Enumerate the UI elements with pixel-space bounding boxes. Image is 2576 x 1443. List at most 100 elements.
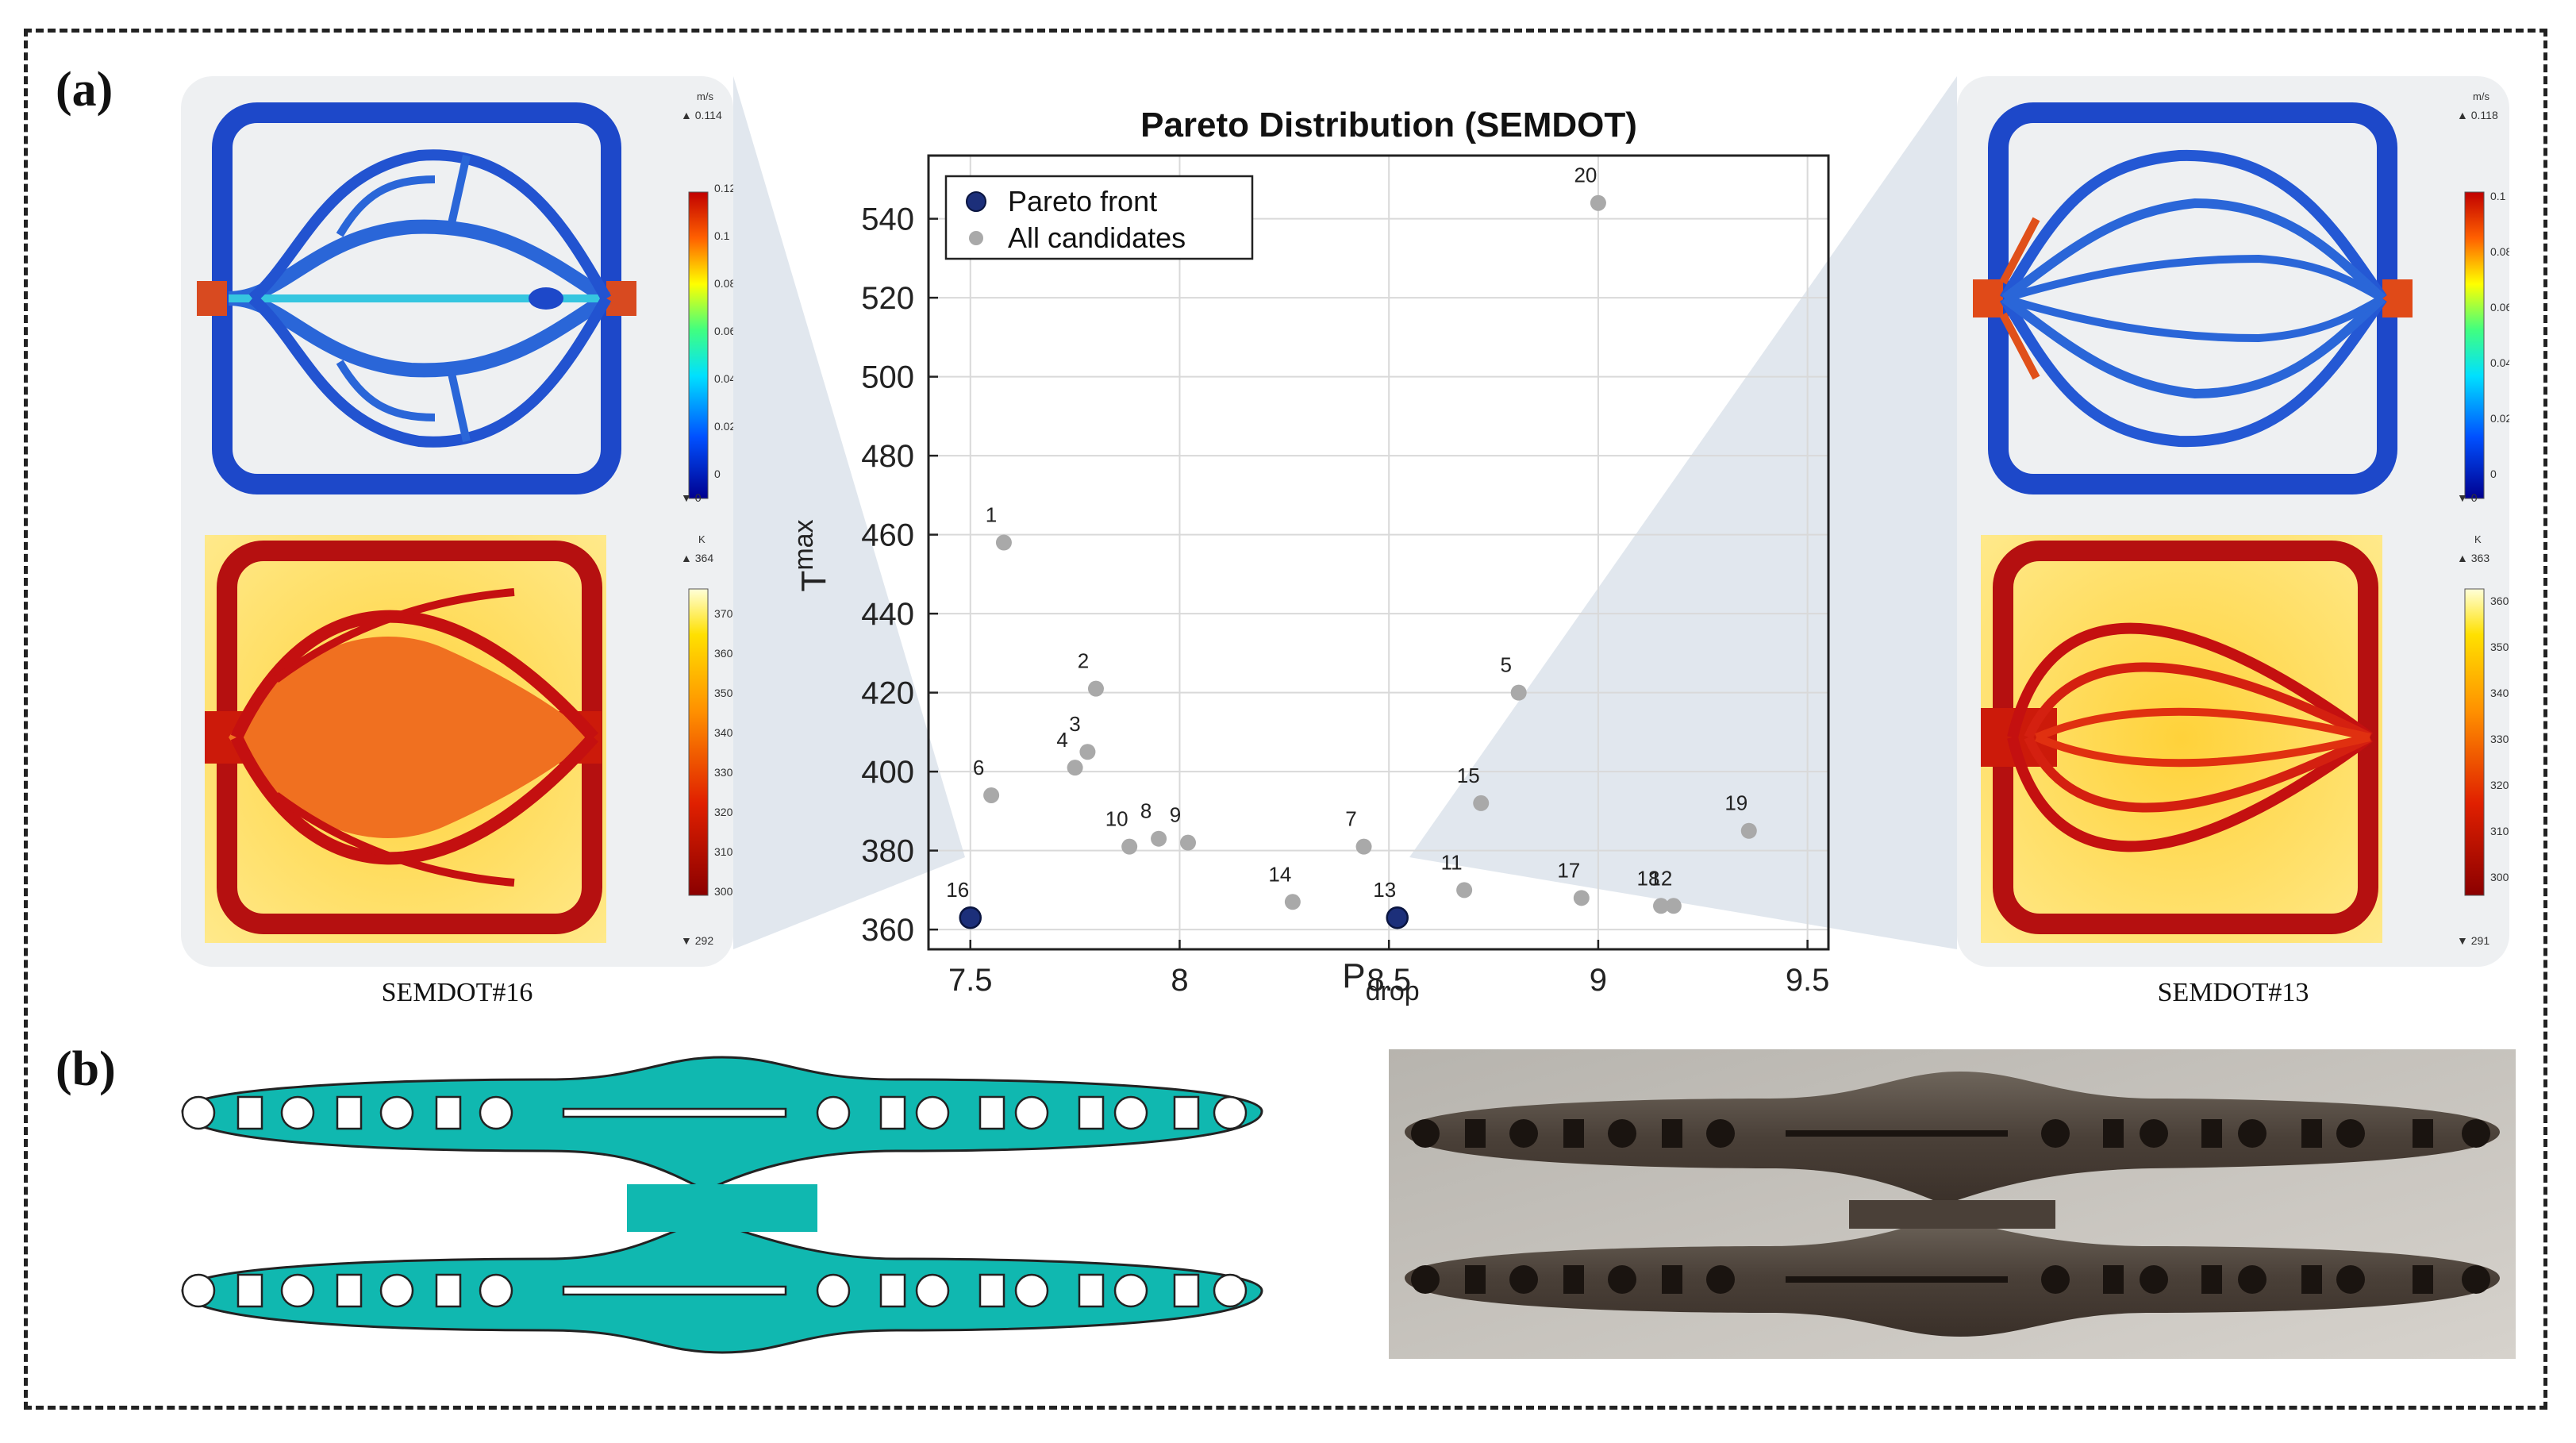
velocity-field-map	[197, 102, 636, 494]
y-axis-label: Tmax	[789, 519, 833, 591]
point-label: 16	[946, 878, 969, 902]
candidate-point	[1510, 684, 1527, 701]
temperature-min: ▼ 291	[2457, 934, 2489, 947]
candidate-point	[1456, 882, 1473, 899]
x-tick-label: 7.5	[948, 963, 993, 998]
velocity-tick: 0.04	[714, 372, 733, 385]
velocity-field-map	[1973, 102, 2413, 494]
point-label: 14	[1268, 862, 1291, 886]
candidate-point	[983, 787, 1000, 803]
left-simulation-graphics: m/s ▲ 0.114 ▼ 0 0.12 0.1 0.08 0.06 0.04 …	[197, 90, 736, 947]
figure-frame	[24, 29, 2547, 1410]
pareto-point	[1386, 906, 1409, 929]
left-simulation-panel: m/s ▲ 0.114 ▼ 0 0.12 0.1 0.08 0.06 0.04 …	[181, 76, 736, 967]
velocity-tick: 0.06	[714, 325, 733, 337]
temperature-unit: K	[2474, 533, 2482, 545]
point-label: 12	[1649, 866, 1672, 890]
legend-pareto-label: Pareto front	[1008, 185, 1157, 217]
velocity-tick: 0.08	[2490, 245, 2509, 258]
velocity-tick: 0	[714, 468, 721, 480]
y-tick-label: 360	[861, 913, 914, 948]
point-label: 5	[1500, 653, 1511, 677]
y-tick-label: 520	[861, 281, 914, 316]
candidate-point	[1180, 834, 1197, 851]
candidate-point	[1284, 894, 1301, 910]
point-label: 19	[1724, 791, 1747, 815]
candidate-point	[1473, 795, 1490, 811]
temperature-min: ▼ 292	[681, 934, 713, 947]
temperature-max: ▲ 363	[2457, 552, 2489, 564]
candidate-point	[1665, 898, 1682, 914]
temperature-tick: 300	[2490, 871, 2509, 883]
y-tick-label: 480	[861, 439, 914, 474]
point-label: 2	[1078, 649, 1089, 673]
temperature-tick: 350	[2490, 641, 2509, 653]
y-tick-label: 400	[861, 755, 914, 790]
velocity-min: ▼ 0	[2457, 491, 2478, 504]
temperature-tick: 300	[714, 885, 733, 898]
y-tick-label: 500	[861, 360, 914, 395]
chart-grid	[929, 156, 1828, 949]
chart-title: Pareto Distribution (SEMDOT)	[1140, 106, 1637, 144]
y-tick-label: 440	[861, 597, 914, 632]
temperature-unit: K	[698, 533, 706, 545]
temperature-tick: 360	[714, 647, 733, 660]
plot-frame	[927, 154, 1830, 951]
candidate-point	[995, 534, 1012, 551]
candidate-point	[1079, 744, 1096, 760]
temperature-tick: 350	[714, 687, 733, 699]
candidate-point	[1740, 822, 1757, 839]
point-label: 7	[1345, 807, 1356, 831]
temperature-colorbar: K ▲ 363 ▼ 291 360 350 340 330 320 310 30…	[2457, 533, 2509, 947]
velocity-tick: 0.12	[714, 182, 733, 194]
velocity-tick: 0.08	[714, 277, 733, 290]
candidate-point	[1355, 838, 1372, 855]
x-axis-ticks: 7.5 8 8.5 9 9.5	[948, 940, 1829, 998]
candidate-point	[1087, 680, 1104, 697]
temperature-tick: 340	[2490, 687, 2509, 699]
temperature-colorbar: K ▲ 364 ▼ 292 370 360 350 340 330 320 31…	[681, 533, 733, 947]
left-caption: SEMDOT#16	[381, 978, 533, 1007]
velocity-tick: 0	[2490, 468, 2497, 480]
point-label: 18	[1637, 866, 1660, 890]
y-tick-label: 420	[861, 676, 914, 711]
velocity-colorbar: m/s ▲ 0.114 ▼ 0 0.12 0.1 0.08 0.06 0.04 …	[681, 90, 736, 504]
point-label: 15	[1457, 764, 1480, 787]
y-tick-label: 380	[861, 834, 914, 869]
candidate-point	[1573, 890, 1590, 906]
point-label: 11	[1441, 850, 1463, 874]
point-label: 17	[1557, 858, 1580, 882]
velocity-tick: 0.04	[2490, 356, 2509, 369]
right-simulation-panel: m/s ▲ 0.118 ▼ 0 0.1 0.08 0.06 0.04 0.02 …	[1957, 76, 2512, 967]
temperature-tick: 330	[2490, 733, 2509, 745]
y-axis-ticks: 360 380 400 420 440 460 480 500 520 540	[861, 202, 938, 948]
candidate-point	[1151, 830, 1167, 847]
velocity-max: ▲ 0.118	[2457, 109, 2498, 121]
temperature-tick: 320	[714, 806, 733, 818]
cad-model-illustration	[181, 1056, 1263, 1354]
pareto-scatter-chart: Pareto Distribution (SEMDOT) 7.5 8 8.5 9 9.5…	[789, 106, 1830, 1006]
velocity-tick: 0.1	[2490, 190, 2506, 202]
point-label: 13	[1373, 878, 1396, 902]
legend-pareto-marker	[966, 191, 986, 212]
x-tick-label: 9.5	[1786, 963, 1830, 998]
candidate-point	[1653, 898, 1670, 914]
panel-label-a: (a)	[56, 63, 113, 117]
velocity-tick: 0.06	[2490, 301, 2509, 314]
legend-candidates-marker	[969, 231, 983, 245]
pareto-point	[959, 906, 982, 929]
point-label: 3	[1069, 712, 1080, 736]
y-tick-label: 460	[861, 518, 914, 553]
point-label: 8	[1140, 799, 1152, 823]
velocity-tick: 0.1	[714, 229, 730, 242]
point-label: 4	[1056, 728, 1067, 752]
velocity-unit: m/s	[2473, 90, 2489, 102]
temperature-tick: 340	[714, 726, 733, 739]
x-tick-label: 8.5	[1367, 963, 1411, 998]
temperature-max: ▲ 364	[681, 552, 713, 564]
temperature-field-map	[1981, 535, 2382, 943]
chart-legend: Pareto front All candidates	[944, 175, 1254, 260]
x-axis-label: Pdrop	[1342, 956, 1419, 1006]
